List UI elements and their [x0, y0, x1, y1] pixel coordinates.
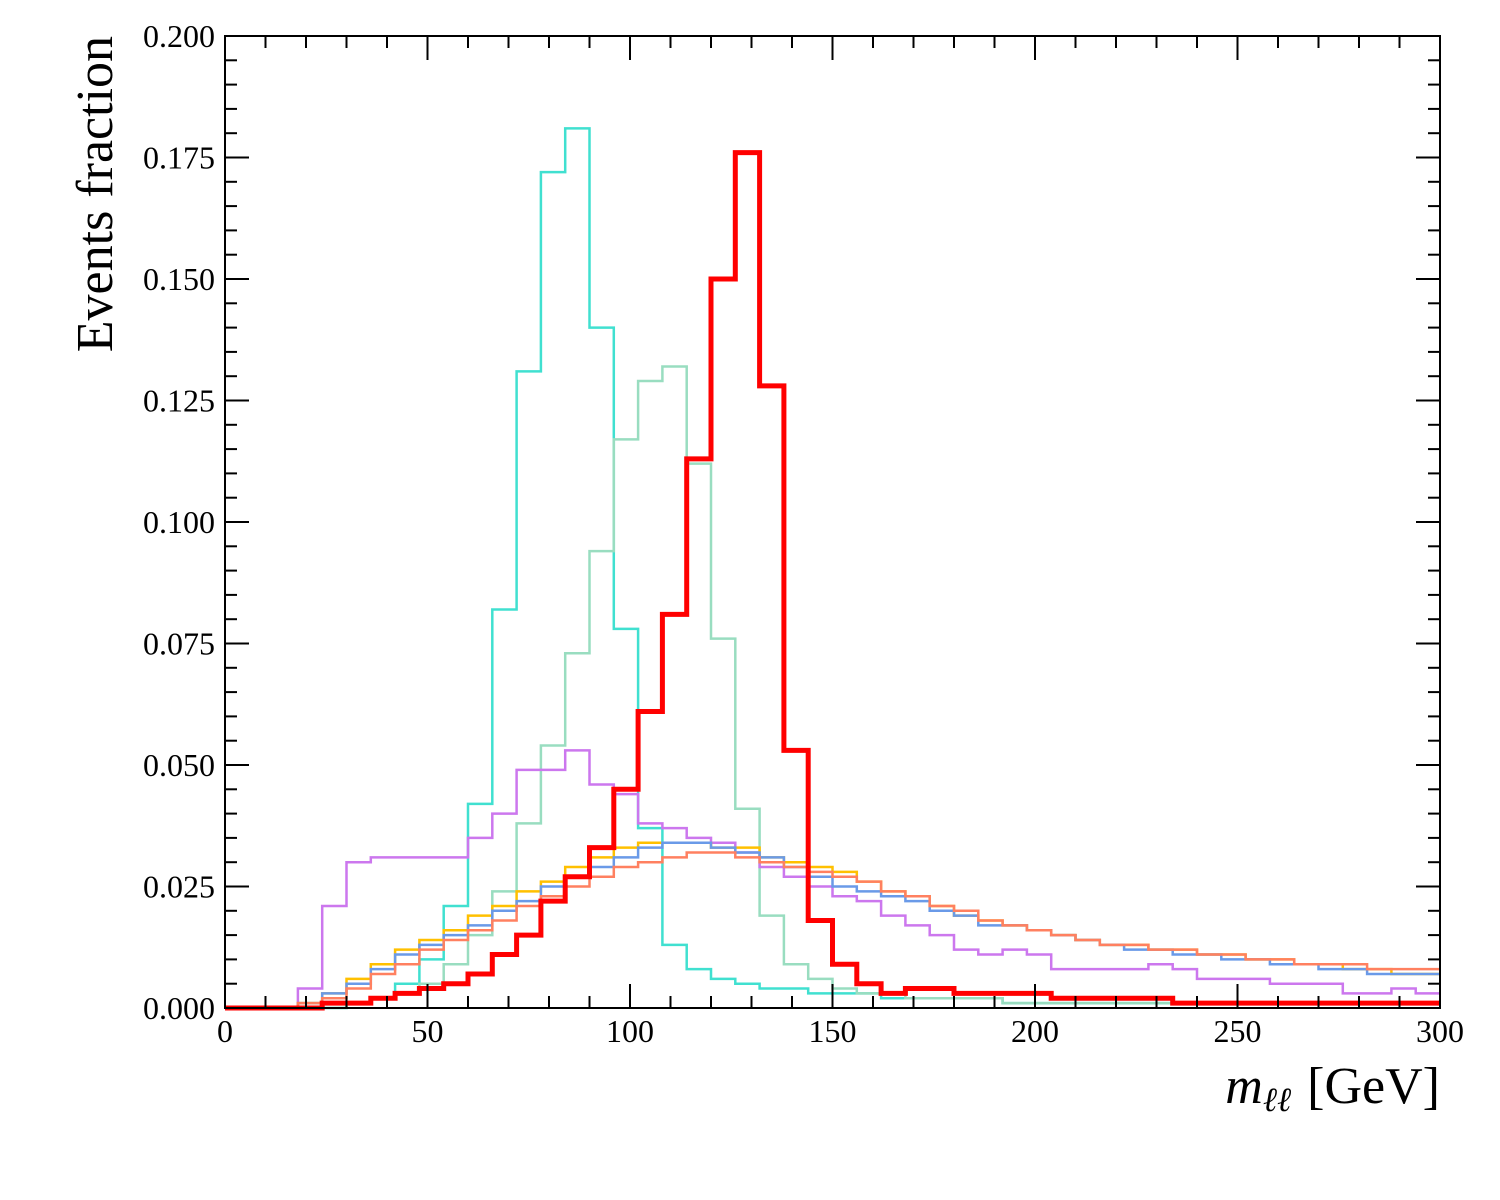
y-tick-label: 0.075 [143, 626, 215, 662]
y-axis-title: Events fraction [67, 36, 124, 352]
tick-labels: 0 50 100 150 200 250 300 0.000 0.025 0.050 0.075 0.… [143, 18, 1464, 1049]
series-layer [225, 127, 1440, 1011]
y-tick-label: 0.150 [143, 261, 215, 297]
series-line-2 [225, 365, 1440, 1010]
x-axis-title-var: m [1225, 1058, 1263, 1115]
x-axis-title-unit: [GeV] [1307, 1058, 1440, 1115]
x-tick-label: 200 [1011, 1013, 1059, 1049]
x-tick-label: 0 [217, 1013, 233, 1049]
x-tick-label: 250 [1214, 1013, 1262, 1049]
y-tick-label: 0.025 [143, 869, 215, 905]
x-tick-label: 150 [809, 1013, 857, 1049]
x-tick-label: 50 [412, 1013, 444, 1049]
series-line-3 [225, 749, 1440, 1010]
y-tick-label: 0.100 [143, 504, 215, 540]
ticks-layer [224, 35, 1441, 1009]
x-axis-title-subscript: ℓℓ [1263, 1082, 1291, 1119]
series-line-7 [225, 150, 1440, 1011]
x-axis-title: mℓℓ [GeV] [1225, 1058, 1440, 1119]
y-tick-label: 0.000 [143, 990, 215, 1026]
plot-frame [224, 35, 1441, 1009]
x-tick-label: 300 [1416, 1013, 1464, 1049]
x-tick-label: 100 [606, 1013, 654, 1049]
y-tick-label: 0.050 [143, 747, 215, 783]
y-tick-label: 0.200 [143, 18, 215, 54]
y-tick-label: 0.125 [143, 383, 215, 419]
y-tick-label: 0.175 [143, 140, 215, 176]
